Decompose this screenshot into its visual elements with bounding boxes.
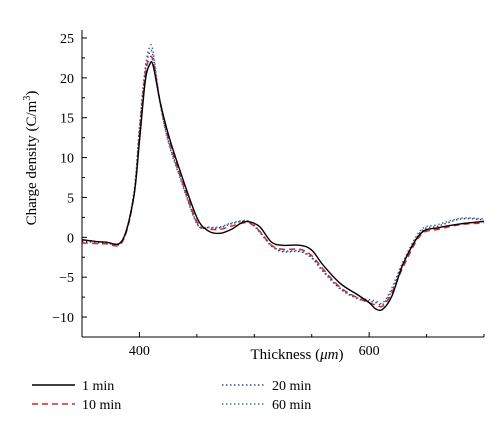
x-axis-label-unit: μm: [319, 347, 339, 363]
y-tick-label: 10: [60, 152, 74, 167]
y-axis-label-sup: 3: [22, 96, 33, 101]
x-tick-label: 600: [359, 344, 380, 359]
axes: 25 20 15 10 5 0 −5 −10 400 600: [52, 30, 485, 359]
y-axis-label: Charge density (C/m3): [22, 91, 40, 226]
series-line-10-min: [81, 55, 485, 308]
legend: 1 min 10 min 20 min 60 min: [32, 379, 311, 413]
x-axis-label: Thickness (μm): [251, 347, 344, 363]
series-line-1-min: [81, 61, 485, 312]
x-tick-label: 400: [129, 344, 150, 359]
legend-label: 20 min: [272, 379, 311, 394]
legend-label: 60 min: [272, 398, 311, 413]
x-axis-label-close: ): [338, 347, 343, 363]
legend-label: 10 min: [82, 398, 121, 413]
y-tick-label: 20: [60, 72, 74, 87]
series-layer: [81, 44, 485, 312]
y-axis-label-main: Charge density (C/m: [24, 100, 40, 225]
y-tick-label: 0: [67, 231, 74, 246]
y-tick-label: −10: [52, 311, 74, 326]
y-tick-label: 25: [60, 32, 74, 47]
y-tick-label: 15: [60, 112, 74, 127]
x-axis-label-main: Thickness (: [251, 347, 321, 363]
series-line-60-min: [81, 44, 485, 305]
y-tick-label: −5: [59, 271, 74, 286]
series-line-20-min: [81, 49, 485, 306]
legend-label: 1 min: [82, 379, 114, 394]
y-tick-label: 5: [67, 191, 74, 206]
y-axis-label-close: ): [24, 91, 40, 96]
